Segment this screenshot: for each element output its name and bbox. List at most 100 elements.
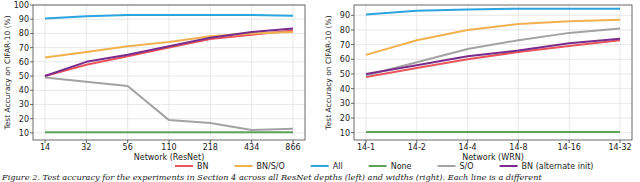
grid-line-x xyxy=(251,5,252,140)
y-tick-label: 60 xyxy=(340,55,350,64)
series-line xyxy=(366,39,620,74)
y-tick xyxy=(351,132,354,133)
x-axis-label: Network (ResNet) xyxy=(134,153,205,162)
series-group xyxy=(366,9,620,132)
series-line xyxy=(366,9,620,15)
y-tick xyxy=(351,15,354,16)
series-line xyxy=(366,131,620,133)
grid-line xyxy=(354,103,632,104)
y-tick-label: 80 xyxy=(19,29,29,38)
grid-line-x xyxy=(86,5,87,140)
x-tick-label: 434 xyxy=(244,143,259,152)
x-tick-label: 866 xyxy=(285,143,300,152)
y-tick xyxy=(30,90,33,91)
y-tick-label: 80 xyxy=(340,26,350,35)
y-tick xyxy=(30,5,33,6)
page: {"chart_data": [ {"type": "line", "x_lab… xyxy=(0,0,640,182)
grid-line-x xyxy=(210,5,211,140)
y-tick-label: 30 xyxy=(340,99,350,108)
y-tick-label: 40 xyxy=(340,85,350,94)
y-axis-label: Test Accuracy on CIFAR-10 (%) xyxy=(324,15,333,130)
x-tick-label: 56 xyxy=(123,143,133,152)
grid-line-x xyxy=(620,5,621,140)
y-axis-label: Test Accuracy on CIFAR-10 (%) xyxy=(3,15,12,130)
y-tick-label: 60 xyxy=(19,58,29,67)
grid-line-x xyxy=(127,5,128,140)
x-tick-label: 14-32 xyxy=(608,143,631,152)
y-tick-label: 50 xyxy=(340,70,350,79)
y-tick-label: 40 xyxy=(19,86,29,95)
y-tick-label: 30 xyxy=(19,100,29,109)
y-tick xyxy=(351,59,354,60)
legend-swatch xyxy=(500,165,518,167)
grid-line-x xyxy=(416,5,417,140)
y-tick-label: 70 xyxy=(340,41,350,50)
grid-line xyxy=(354,88,632,89)
y-tick xyxy=(351,29,354,30)
series-line xyxy=(45,32,293,58)
grid-line-x xyxy=(518,5,519,140)
plot-background xyxy=(33,5,305,140)
x-tick-label: 14-16 xyxy=(558,143,581,152)
y-tick-label: 20 xyxy=(340,114,350,123)
grid-line xyxy=(354,73,632,74)
legend-swatch xyxy=(311,165,329,167)
y-tick xyxy=(351,73,354,74)
y-tick xyxy=(30,76,33,77)
panel: 10203040506070809014-114-214-414-814-161… xyxy=(324,5,632,162)
y-tick-label: 50 xyxy=(19,72,29,81)
legend-label: BN xyxy=(197,162,208,171)
legend-label: BN (alternate init) xyxy=(522,162,594,171)
x-tick-label: 218 xyxy=(203,143,218,152)
legend-label: S/O xyxy=(460,162,474,171)
x-tick-label: 14-2 xyxy=(408,143,426,152)
y-tick xyxy=(30,61,33,62)
y-tick-label: 90 xyxy=(340,11,350,20)
series-line xyxy=(45,77,293,130)
legend-swatch xyxy=(369,165,387,167)
series-line xyxy=(45,28,293,76)
series-line xyxy=(366,28,620,75)
y-tick xyxy=(30,118,33,119)
legend-label: None xyxy=(391,162,412,171)
grid-line xyxy=(354,117,632,118)
y-tick xyxy=(30,47,33,48)
legend-swatch xyxy=(175,165,193,167)
grid-line-x xyxy=(569,5,570,140)
panel: 102030405060708090100143256110218434866N… xyxy=(3,1,305,162)
y-tick xyxy=(351,103,354,104)
y-tick-label: 90 xyxy=(19,15,29,24)
grid-line-x xyxy=(467,5,468,140)
plot-frame xyxy=(33,5,305,140)
grid-line xyxy=(354,132,632,133)
grid-line-x xyxy=(293,5,294,140)
y-tick-label: 70 xyxy=(19,44,29,53)
caption: Figure 2. Test accuracy for the experime… xyxy=(1,172,542,182)
y-tick xyxy=(351,117,354,118)
legend-swatch xyxy=(234,165,252,167)
x-tick-label: 14-4 xyxy=(459,143,477,152)
series-group xyxy=(45,15,293,132)
y-tick xyxy=(30,19,33,20)
y-tick xyxy=(351,44,354,45)
grid-line xyxy=(354,15,632,16)
legend-label: All xyxy=(333,162,343,171)
series-line xyxy=(366,40,620,77)
y-tick xyxy=(30,33,33,34)
y-tick-label: 10 xyxy=(340,129,350,138)
series-line xyxy=(45,15,293,19)
y-tick xyxy=(30,132,33,133)
chart-svg: 102030405060708090100143256110218434866N… xyxy=(0,0,640,182)
plot-background xyxy=(354,5,632,140)
plot-frame xyxy=(354,5,632,140)
series-line xyxy=(366,20,620,55)
y-tick xyxy=(351,88,354,89)
x-tick-label: 14-1 xyxy=(357,143,375,152)
x-tick-label: 32 xyxy=(81,143,91,152)
x-tick-label: 110 xyxy=(161,143,176,152)
legend-label: BN/S/O xyxy=(256,162,284,171)
legend: BN BN/S/O All None S/O BN (alternate init) xyxy=(175,162,593,171)
x-axis-label: Network (WRN) xyxy=(462,153,524,162)
x-tick-label: 14 xyxy=(40,143,50,152)
grid-line xyxy=(354,59,632,60)
